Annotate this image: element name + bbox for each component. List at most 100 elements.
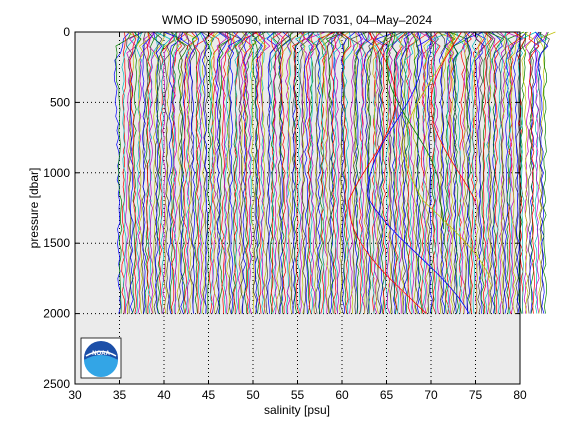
- profile-line: [313, 31, 322, 314]
- profile-line: [218, 31, 231, 314]
- y-tick-label: 1000: [43, 166, 70, 180]
- profile-line: [527, 31, 542, 314]
- profile-line: [517, 31, 537, 314]
- profile-line: [121, 31, 137, 314]
- profile-line: [486, 31, 496, 314]
- profile-line: [386, 31, 399, 314]
- profile-line: [189, 31, 200, 314]
- profile-line: [353, 31, 368, 314]
- profile-line: [341, 31, 350, 314]
- profile-line: [381, 31, 393, 314]
- profile-line: [231, 31, 240, 314]
- profile-line: [248, 31, 263, 314]
- profile-line: [448, 31, 469, 314]
- profile-line: [464, 31, 470, 314]
- profile-line: [368, 31, 470, 314]
- profile-line: [223, 31, 232, 314]
- profile-line: [472, 31, 483, 314]
- y-axis-ticks: 0 500 1000 1500 2000 2500: [43, 25, 520, 391]
- profile-line: [493, 31, 511, 314]
- profile-line: [379, 31, 388, 314]
- profile-line: [280, 31, 288, 314]
- profile-line: [446, 31, 457, 314]
- profile-line: [470, 31, 485, 314]
- x-tick-label: 80: [513, 388, 527, 402]
- profile-line: [333, 31, 342, 314]
- profile-line: [129, 31, 140, 314]
- profile-line: [285, 31, 303, 314]
- profile-line: [238, 31, 249, 314]
- profile-line: [339, 31, 352, 314]
- profile-line: [391, 31, 411, 314]
- profile-line: [403, 31, 410, 314]
- profile-line: [433, 31, 440, 314]
- profile-line: [146, 31, 151, 314]
- profile-line: [329, 31, 345, 314]
- x-tick-label: 70: [424, 388, 438, 402]
- noaa-logo-text: NOAA: [92, 351, 110, 357]
- profile-line: [461, 31, 476, 314]
- profile-line: [444, 31, 454, 314]
- profile-line: [537, 31, 556, 314]
- x-axis-ticks: 30 35 40 45 50 55 60 65 70 75 80: [68, 32, 527, 402]
- profile-line: [481, 31, 493, 314]
- profile-line: [349, 31, 368, 314]
- profile-line: [253, 31, 266, 314]
- profile-line: [266, 31, 279, 314]
- profile-line: [124, 31, 143, 314]
- profile-line: [386, 31, 444, 230]
- profile-line: [257, 31, 271, 314]
- chart-title: WMO ID 5905090, internal ID 7031, 04–May…: [162, 13, 432, 27]
- profile-line: [316, 31, 326, 314]
- profile-line: [252, 31, 266, 314]
- profile-line: [399, 31, 410, 314]
- profile-line: [129, 31, 137, 314]
- profile-line: [176, 31, 188, 314]
- profile-line: [153, 31, 165, 314]
- profile-line: [372, 31, 389, 314]
- profile-line: [183, 31, 199, 314]
- profile-line: [204, 31, 212, 314]
- profile-line: [363, 31, 378, 314]
- profile-line: [238, 31, 247, 314]
- profile-line: [404, 31, 422, 314]
- x-tick-label: 35: [113, 388, 127, 402]
- profile-line: [321, 31, 332, 314]
- profile-line: [220, 31, 233, 314]
- profile-line: [326, 31, 339, 314]
- x-tick-label: 40: [157, 388, 171, 402]
- profile-line: [299, 31, 310, 314]
- x-tick-label: 50: [246, 388, 260, 402]
- profile-line: [508, 31, 529, 314]
- profile-line: [163, 31, 183, 314]
- profile-line: [175, 31, 189, 314]
- profile-line: [372, 31, 385, 314]
- profile-line: [210, 31, 219, 314]
- profile-line: [164, 31, 179, 314]
- profile-line: [395, 31, 405, 314]
- profile-line: [528, 31, 540, 314]
- profile-line: [192, 31, 202, 314]
- profile-line: [470, 31, 478, 314]
- profile-line: [315, 31, 334, 314]
- profile-line: [533, 31, 548, 314]
- profile-line: [137, 31, 155, 314]
- profile-line: [273, 31, 286, 314]
- profile-line: [121, 31, 127, 314]
- profile-line: [487, 31, 505, 314]
- profile-line: [419, 31, 433, 314]
- profile-line: [141, 31, 149, 314]
- profile-line: [115, 31, 132, 314]
- x-tick-label: 75: [469, 388, 483, 402]
- profile-line: [543, 31, 549, 314]
- profile-line: [200, 31, 209, 314]
- profile-line: [495, 31, 508, 314]
- profile-line: [194, 31, 214, 314]
- profile-line: [461, 31, 468, 314]
- profile-line: [151, 31, 168, 314]
- profile-line: [126, 31, 144, 314]
- profile-line: [407, 31, 419, 314]
- profile-line: [266, 31, 278, 314]
- y-tick-label: 0: [63, 25, 70, 39]
- profile-line: [138, 31, 149, 314]
